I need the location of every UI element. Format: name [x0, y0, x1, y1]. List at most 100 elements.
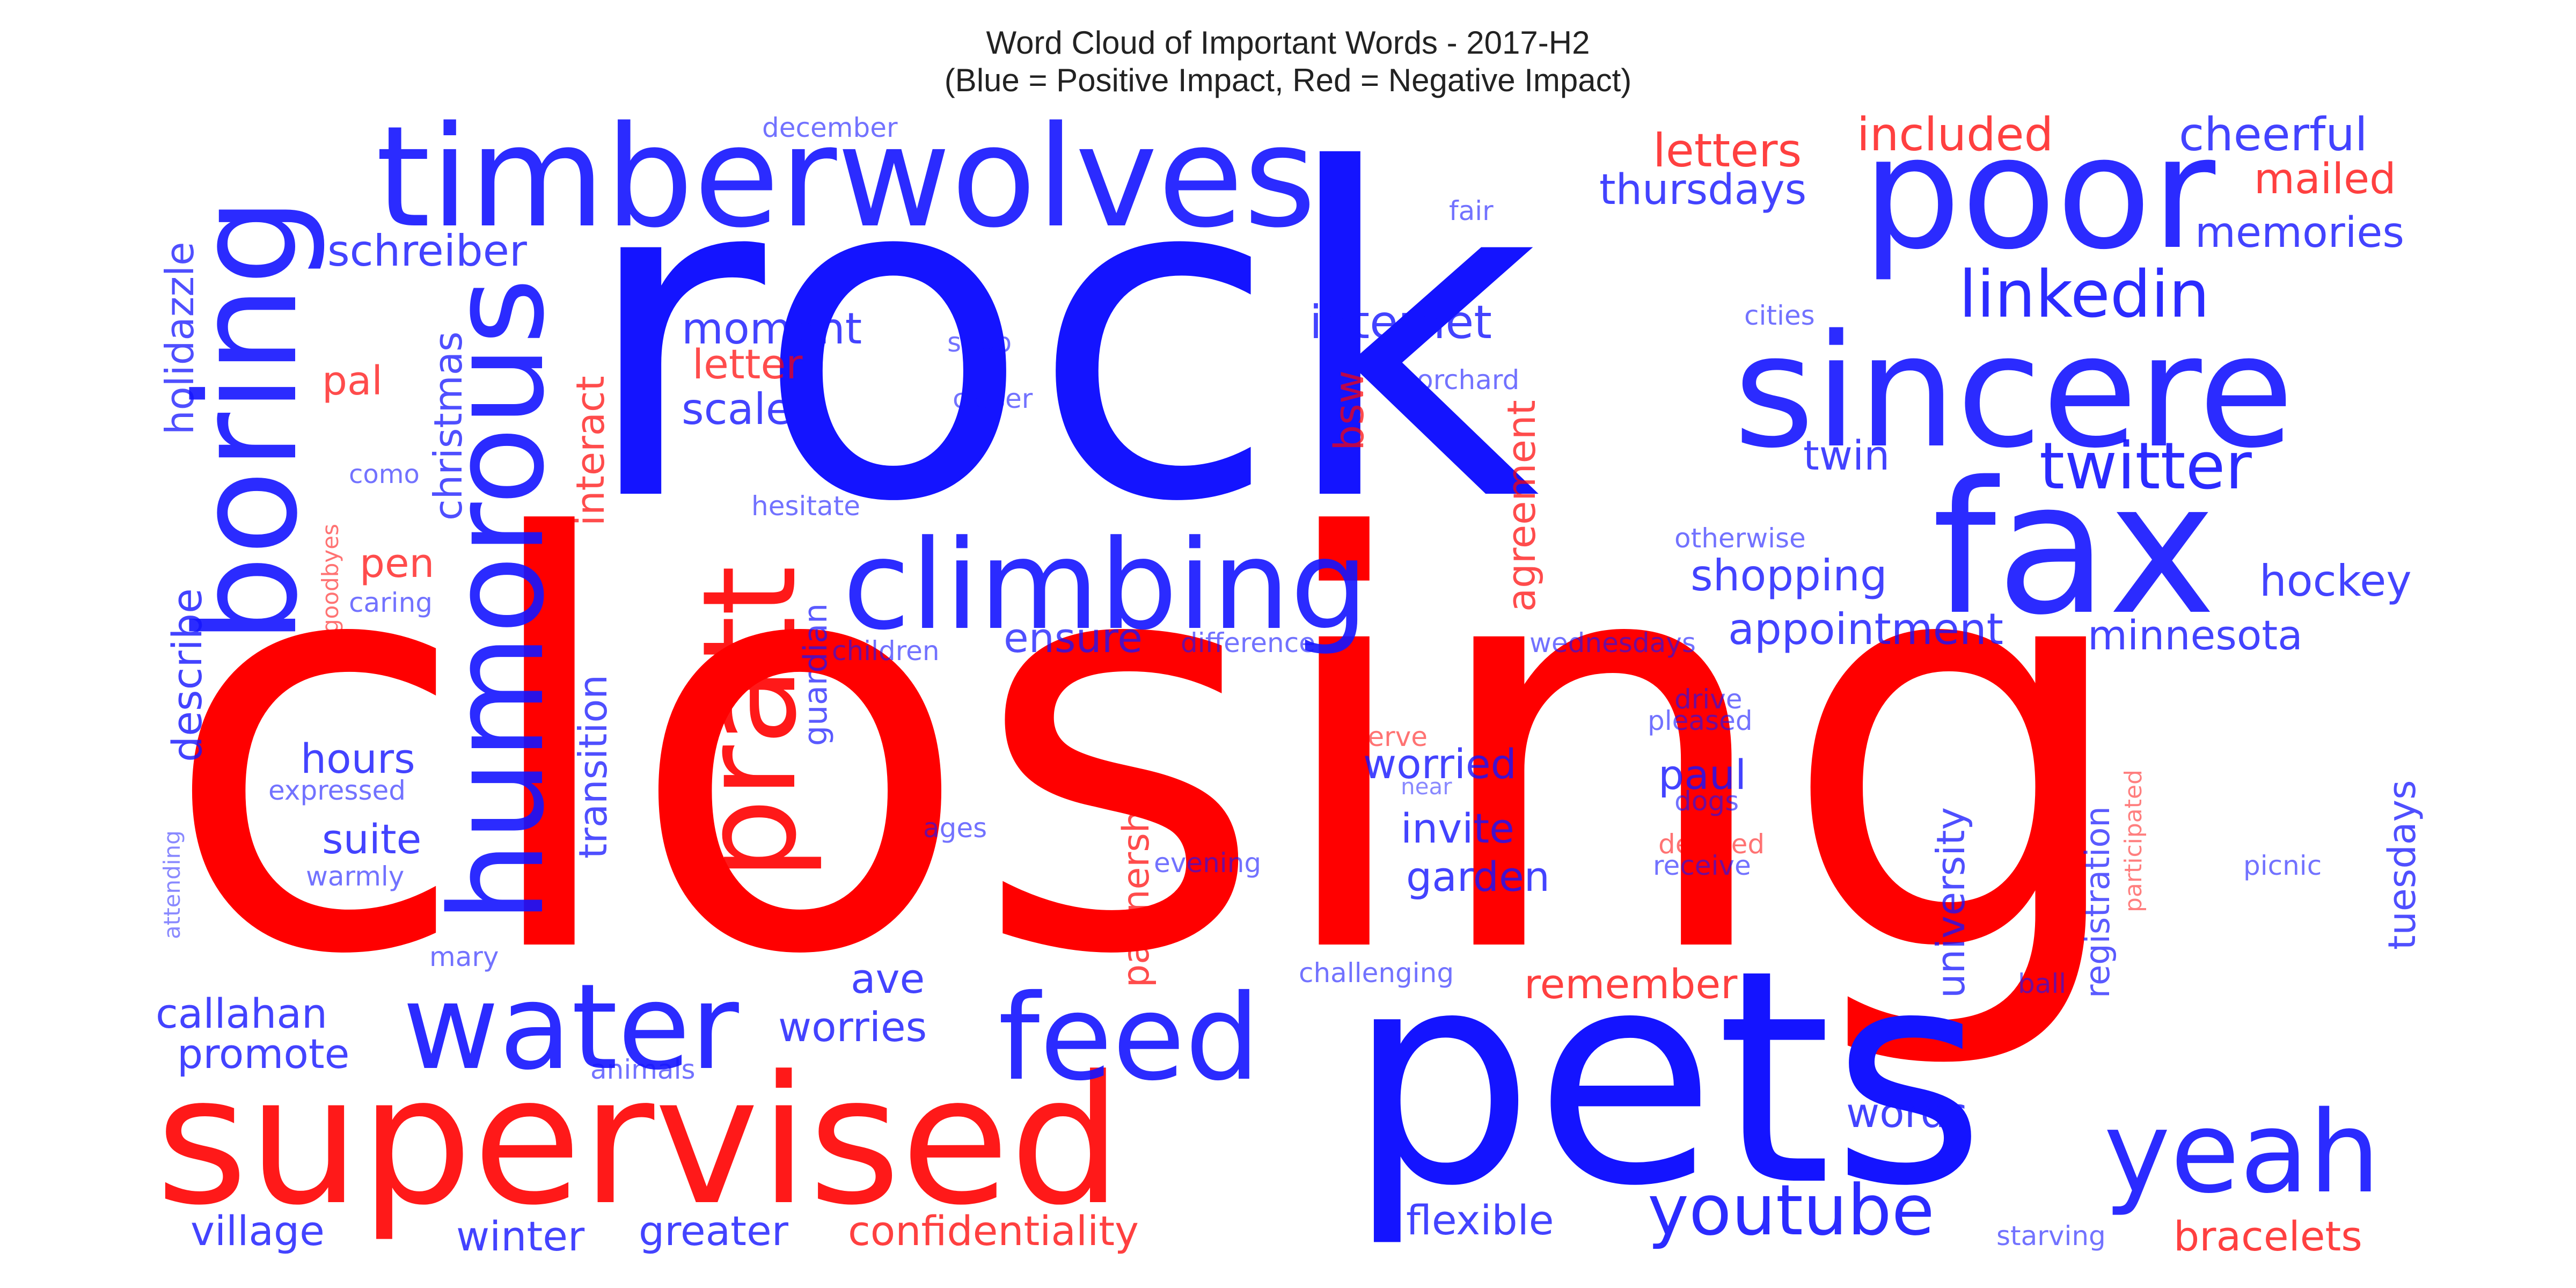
word-guardian: guardian — [797, 603, 835, 746]
word-decided: decided — [1658, 829, 1765, 860]
word-schreiber: schreiber — [327, 226, 527, 276]
word-fax: fax — [1932, 443, 2216, 655]
chart-subtitle: (Blue = Positive Impact, Red = Negative … — [945, 62, 1632, 98]
word-como: como — [349, 459, 420, 489]
word-university: university — [1928, 807, 1973, 998]
word-expressed: expressed — [268, 775, 406, 806]
word-animals: animals — [590, 1054, 696, 1085]
word-rock: rock — [580, 76, 1540, 601]
word-boring: boring — [166, 197, 328, 644]
word-sincere: sincere — [1733, 302, 2294, 482]
word-letter: letter — [692, 340, 803, 388]
word-difference: difference — [1181, 627, 1315, 658]
word-water: water — [402, 958, 739, 1096]
word-mailed: mailed — [2254, 155, 2396, 203]
word-letters: letters — [1653, 124, 1802, 178]
word-confidentiality: confidentiality — [848, 1207, 1139, 1255]
word-children: children — [832, 635, 940, 667]
word-ages: ages — [923, 813, 987, 844]
word-minnesota: minnesota — [2088, 611, 2303, 659]
word-near: near — [1401, 773, 1452, 800]
word-pets: pets — [1347, 906, 1986, 1250]
word-suite: suite — [322, 815, 421, 863]
word-partnership: partnership — [1115, 777, 1158, 987]
word-december: december — [762, 112, 898, 143]
word-thursdays: thursdays — [1599, 166, 1806, 214]
word-included: included — [1857, 108, 2053, 162]
word-drive: drive — [1674, 684, 1743, 715]
word-starving: starving — [1996, 1220, 2106, 1252]
word-flexible: flexible — [1406, 1196, 1554, 1244]
word-appointment: appointment — [1728, 604, 2003, 654]
word-shop: shop — [947, 327, 1012, 358]
word-agreement: agreement — [1499, 400, 1544, 612]
word-fair: fair — [1449, 195, 1494, 226]
word-wednesdays: wednesdays — [1529, 627, 1696, 658]
word-pal: pal — [322, 358, 383, 404]
word-describe: describe — [163, 588, 211, 762]
word-warmly: warmly — [306, 861, 404, 892]
word-transition: transition — [570, 675, 616, 859]
word-otherwise: otherwise — [1674, 523, 1806, 554]
word-paul: paul — [1658, 751, 1746, 799]
word-holidazzle: holidazzle — [157, 242, 202, 435]
word-climbing: climbing — [843, 514, 1368, 657]
word-registration: registration — [2078, 806, 2117, 998]
word-scale: scale — [682, 384, 792, 434]
word-dogs: dogs — [1674, 786, 1739, 817]
word-tuesdays: tuesdays — [2380, 780, 2424, 950]
word-shopping: shopping — [1690, 551, 1887, 601]
word-village: village — [191, 1207, 325, 1255]
word-observe: observe — [1320, 721, 1428, 752]
word-cheerful: cheerful — [2179, 108, 2368, 162]
word-garden: garden — [1406, 853, 1550, 901]
word-promote: promote — [177, 1030, 349, 1078]
word-caring: caring — [349, 587, 433, 618]
word-attending: attending — [159, 830, 185, 939]
word-mary: mary — [429, 941, 499, 972]
word-supervised: supervised — [156, 1038, 1122, 1244]
word-hockey: hockey — [2259, 556, 2412, 606]
word-hesitate: hesitate — [751, 491, 860, 522]
word-twitter: twitter — [2039, 429, 2252, 504]
word-evening: evening — [1154, 847, 1261, 879]
word-twin: twin — [1803, 431, 1890, 479]
word-invite: invite — [1401, 804, 1514, 852]
word-memories: memories — [2195, 209, 2404, 257]
word-winter: winter — [456, 1212, 585, 1260]
word-feed: feed — [998, 969, 1260, 1107]
word-yeah: yeah — [2104, 1087, 2380, 1218]
word-challenging: challenging — [1299, 957, 1454, 989]
word-orchard: orchard — [1417, 364, 1519, 396]
word-hours: hours — [301, 735, 415, 782]
word-goodbyes: goodbyes — [317, 524, 343, 633]
word-youtube: youtube — [1648, 1169, 1935, 1251]
word-pratt: pratt — [675, 566, 825, 880]
word-ensure: ensure — [1004, 614, 1143, 662]
word-bsw: bsw — [1325, 370, 1373, 451]
word-participated: participated — [2120, 770, 2147, 912]
word-closing: closing — [161, 421, 2137, 1078]
word-internet: internet — [1309, 296, 1492, 349]
word-humorous: humorous — [422, 278, 573, 923]
word-ave: ave — [851, 955, 925, 1002]
word-greater: greater — [639, 1207, 789, 1255]
word-linkedin: linkedin — [1959, 258, 2209, 332]
word-worries: worries — [778, 1003, 927, 1051]
word-timberwolves: timberwolves — [376, 97, 1316, 259]
word-moment: moment — [682, 304, 862, 354]
word-closer: closer — [953, 383, 1033, 414]
chart-title: Word Cloud of Important Words - 2017-H2 — [986, 25, 1590, 61]
word-interact: interact — [568, 376, 613, 526]
word-ball: ball — [2018, 968, 2066, 999]
word-words: words — [1846, 1089, 1967, 1137]
word-receive: receive — [1653, 850, 1751, 881]
word-worried: worried — [1363, 740, 1517, 788]
word-christmas: christmas — [426, 332, 471, 521]
word-poor: poor — [1862, 103, 2217, 284]
word-picnic: picnic — [2243, 850, 2322, 881]
word-callahan: callahan — [156, 990, 327, 1037]
